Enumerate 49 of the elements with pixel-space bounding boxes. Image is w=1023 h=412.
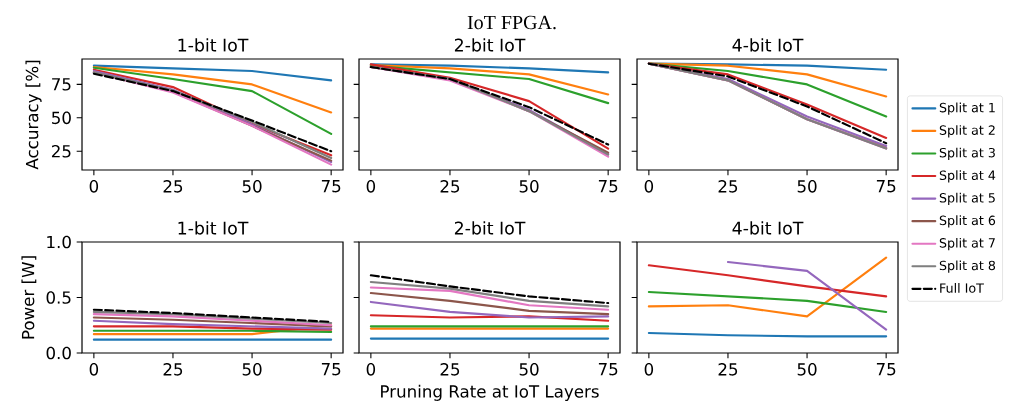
x-tick-label: 25	[718, 180, 738, 193]
chart-title: 4-bit IoT	[732, 221, 804, 235]
x-tick-label: 0	[89, 363, 99, 376]
x-tick-label: 50	[797, 180, 817, 193]
x-tick-label: 25	[440, 180, 460, 193]
x-tick-label: 0	[89, 180, 99, 193]
text: IoT FPGA.	[467, 15, 556, 30]
legend-label: Split at 4	[939, 170, 996, 183]
x-axis-title: Pruning Rate at IoT Layers	[381, 384, 599, 401]
x-tick-label: 75	[321, 363, 341, 376]
chart-title: 4-bit IoT	[732, 38, 804, 52]
x-tick-label: 75	[598, 363, 618, 376]
legend-label: Split at 8	[939, 260, 996, 273]
chart-title: 1-bit IoT	[178, 38, 249, 52]
legend-label: Split at 6	[939, 215, 996, 228]
y-tick-label: 0.5	[46, 291, 71, 304]
chart-title: 2-bit IoT	[454, 38, 526, 52]
x-tick-label: 50	[242, 363, 262, 376]
x-tick-label: 25	[163, 363, 183, 376]
legend-label: Split at 1	[939, 102, 995, 115]
y-tick-label: 50	[52, 111, 71, 125]
x-tick-label: 0	[366, 180, 376, 193]
legend-label: Split at 3	[939, 147, 995, 160]
x-tick-label: 75	[876, 363, 896, 376]
x-tick-label: 0	[644, 180, 654, 193]
x-tick-label: 25	[440, 363, 460, 376]
x-tick-label: 75	[321, 180, 341, 193]
legend-label: Split at 5	[939, 192, 995, 206]
x-tick-label: 75	[876, 180, 896, 193]
legend-label: Split at 2	[939, 125, 995, 138]
x-tick-label: 25	[718, 363, 738, 376]
x-tick-label: 75	[598, 180, 618, 193]
y-axis-title: Power [W]	[21, 256, 37, 339]
x-tick-label: 0	[366, 363, 376, 376]
x-tick-label: 0	[644, 363, 654, 376]
y-axis-title: Accuracy [%]	[25, 60, 42, 170]
y-tick-label: 1.0	[47, 235, 71, 249]
x-tick-label: 50	[519, 363, 539, 376]
legend-label: Split at 7	[939, 237, 995, 251]
x-tick-label: 50	[519, 180, 539, 193]
y-tick-label: 75	[52, 78, 71, 91]
x-tick-label: 50	[797, 363, 817, 376]
y-tick-label: 0.0	[46, 346, 71, 360]
chart-title: 1-bit IoT	[178, 221, 249, 235]
x-tick-label: 50	[242, 180, 262, 193]
legend-label: Full IoT	[940, 283, 984, 293]
y-tick-label: 25	[51, 144, 71, 158]
x-tick-label: 25	[163, 180, 183, 193]
chart-title: 2-bit IoT	[454, 221, 526, 235]
